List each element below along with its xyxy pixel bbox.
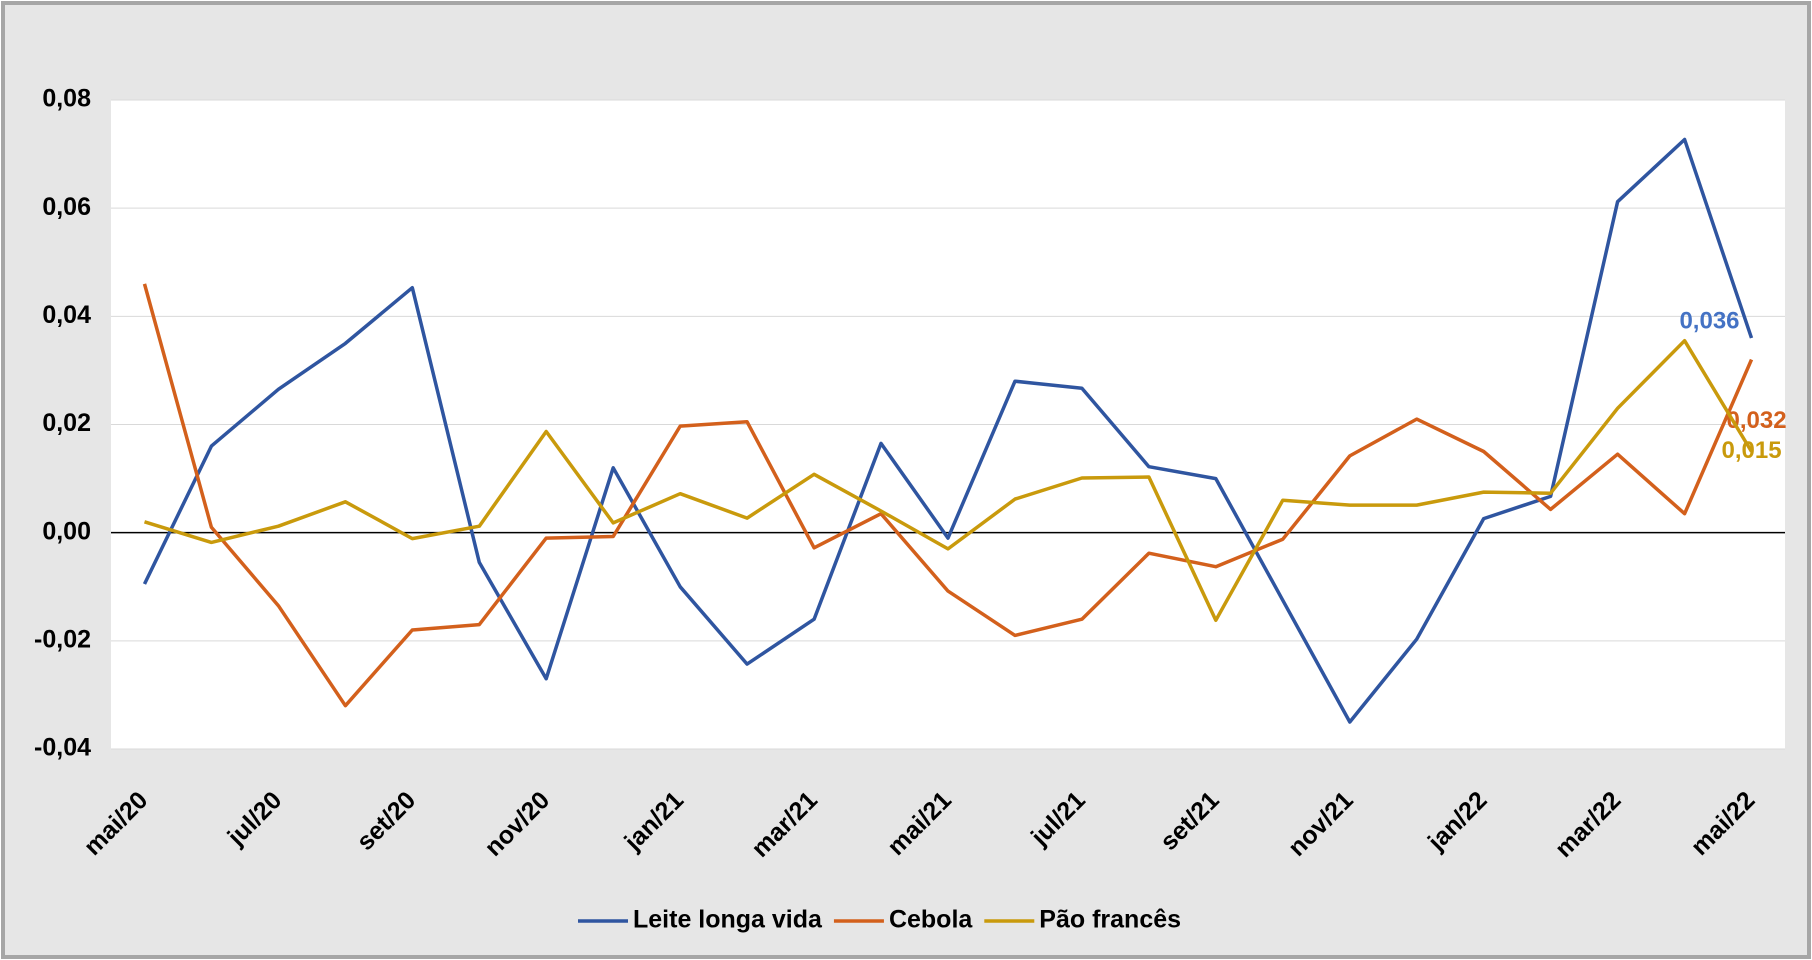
series-line [142, 137, 1754, 724]
y-tick-label: 0,02 [42, 409, 91, 437]
data-label: 0,032 [1727, 407, 1787, 434]
y-tick-label: 0,06 [42, 193, 91, 221]
y-tick-label: -0,02 [34, 625, 91, 653]
legend-label: Pão francês [1039, 906, 1181, 934]
legend-label: Leite longa vida [633, 906, 823, 934]
y-tick-label: 0,00 [42, 517, 91, 545]
y-tick-label: 0,04 [42, 301, 91, 329]
y-tick-label: -0,04 [34, 734, 91, 762]
series-line [143, 338, 1753, 623]
legend: Leite longa vida Cebola Pão francês [578, 906, 1181, 934]
series-line [142, 283, 1754, 708]
data-label: 0,015 [1722, 437, 1782, 464]
legend-label: Cebola [889, 906, 973, 934]
y-tick-label: 0,08 [42, 85, 91, 113]
data-label: 0,036 [1679, 307, 1739, 334]
